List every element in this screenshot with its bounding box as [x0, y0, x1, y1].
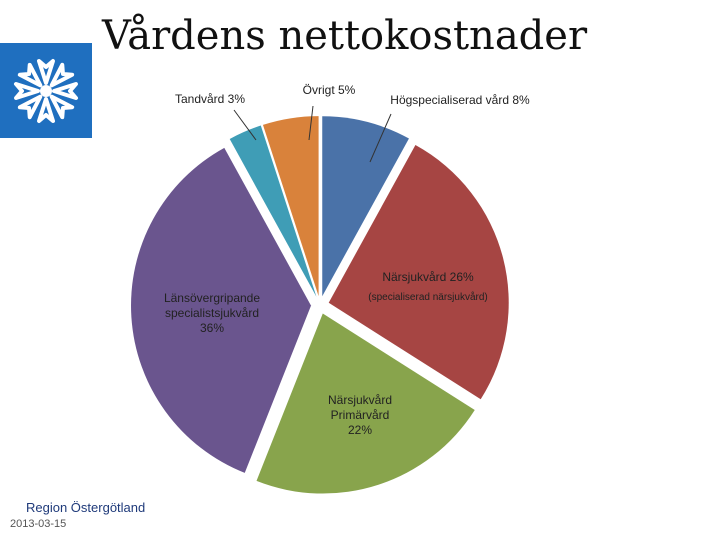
slice-labels: Högspecialiserad vård 8% Närsjukvård 26% (… — [164, 83, 530, 437]
slice-label-line: 36% — [200, 321, 224, 335]
slice-label: Tandvård 3% — [175, 92, 245, 106]
slice-label-line: 22% — [348, 423, 372, 437]
slice-label: Närsjukvård 26% (specialiserad närsjukvår… — [368, 270, 488, 303]
slice-label-line: (specialiserad närsjukvård) — [368, 291, 488, 303]
slice-label: Närsjukvård Primärvård 22% — [328, 393, 392, 437]
slice-label-line: Närsjukvård 26% — [382, 270, 474, 284]
slice-label: Länsövergripande specialistsjukvård 36% — [164, 291, 260, 335]
pie-slice — [262, 116, 319, 297]
slice-label-line: Tandvård 3% — [175, 92, 245, 106]
slice-label-line: Övrigt 5% — [303, 83, 356, 97]
page-title: Vårdens nettokostnader — [102, 13, 588, 59]
footer-organization: Region Östergötland — [26, 500, 146, 515]
leader-line — [308, 105, 314, 141]
slice-label-line: specialistsjukvård — [165, 306, 259, 320]
pie-slice — [322, 116, 409, 297]
slice-label: Övrigt 5% — [303, 83, 356, 97]
leader-line — [369, 113, 392, 163]
slice-label-line: Länsövergripande — [164, 291, 260, 305]
leader-lines — [233, 105, 392, 163]
pie-slice — [229, 125, 317, 297]
slice-label: Högspecialiserad vård 8% — [390, 93, 530, 107]
pie-slice — [328, 145, 509, 400]
leader-line — [233, 109, 257, 141]
cornflower-logo-svg — [14, 59, 78, 123]
slice-label-line: Högspecialiserad vård 8% — [390, 93, 530, 107]
footer-date: 2013-03-15 — [10, 518, 67, 530]
pie-slice — [256, 313, 475, 494]
pie-slices — [131, 116, 509, 494]
slice-label-line: Primärvård — [331, 408, 390, 422]
pie-slice — [131, 147, 312, 473]
slice-label-line: Närsjukvård — [328, 393, 392, 407]
cornflower-logo-icon — [0, 43, 92, 138]
